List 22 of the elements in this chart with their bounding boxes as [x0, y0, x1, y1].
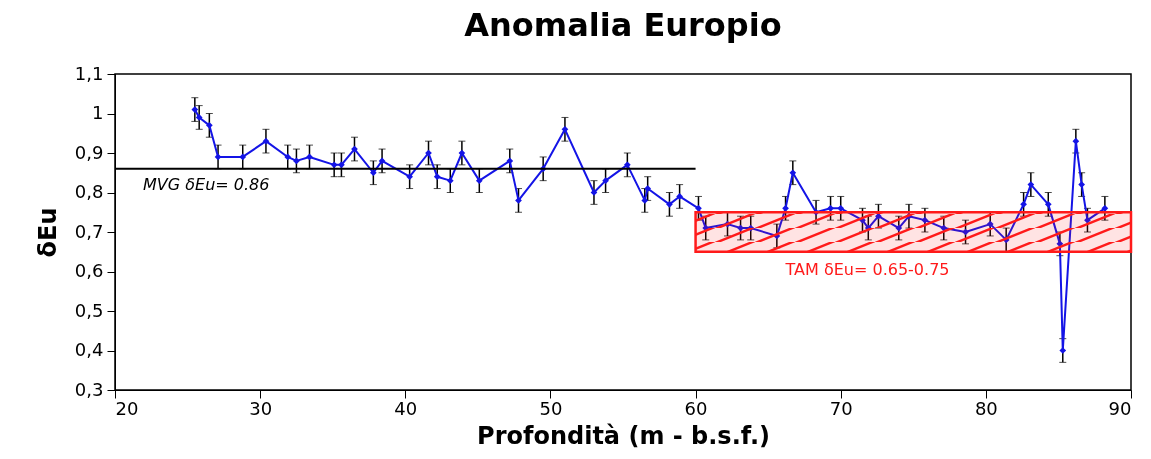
y-tick-label: 0,3	[74, 378, 104, 400]
x-tick-label: 90	[1108, 397, 1132, 419]
legend-label: TAM δEu= 0.65-0.75	[784, 259, 950, 279]
y-tick-label: 0,7	[74, 220, 104, 242]
y-tick-label: 0,4	[74, 339, 104, 360]
y-tick-label: 0,8	[74, 181, 104, 202]
x-tick-label: 20	[115, 397, 139, 419]
x-tick-label: 80	[974, 397, 998, 419]
y-tick-label: 1	[92, 102, 104, 123]
y-tick-label: 0,6	[74, 260, 104, 281]
x-tick-label: 70	[829, 397, 853, 419]
x-tick-label: 60	[684, 397, 708, 419]
y-tick-label: 0,9	[74, 141, 104, 163]
y-axis-title: δEu	[33, 207, 62, 258]
x-tick-label: 50	[539, 397, 563, 419]
chart-title: Anomalia Europio	[464, 6, 782, 44]
legend-label: MVG δEu= 0.86	[143, 174, 270, 194]
x-axis-title: Profondità (m - b.s.f.)	[477, 421, 770, 450]
x-tick-label: 30	[249, 397, 273, 419]
y-tick-label: 1,1	[74, 62, 104, 84]
x-tick-label: 40	[394, 397, 418, 419]
y-tick-label: 0,5	[74, 299, 104, 321]
